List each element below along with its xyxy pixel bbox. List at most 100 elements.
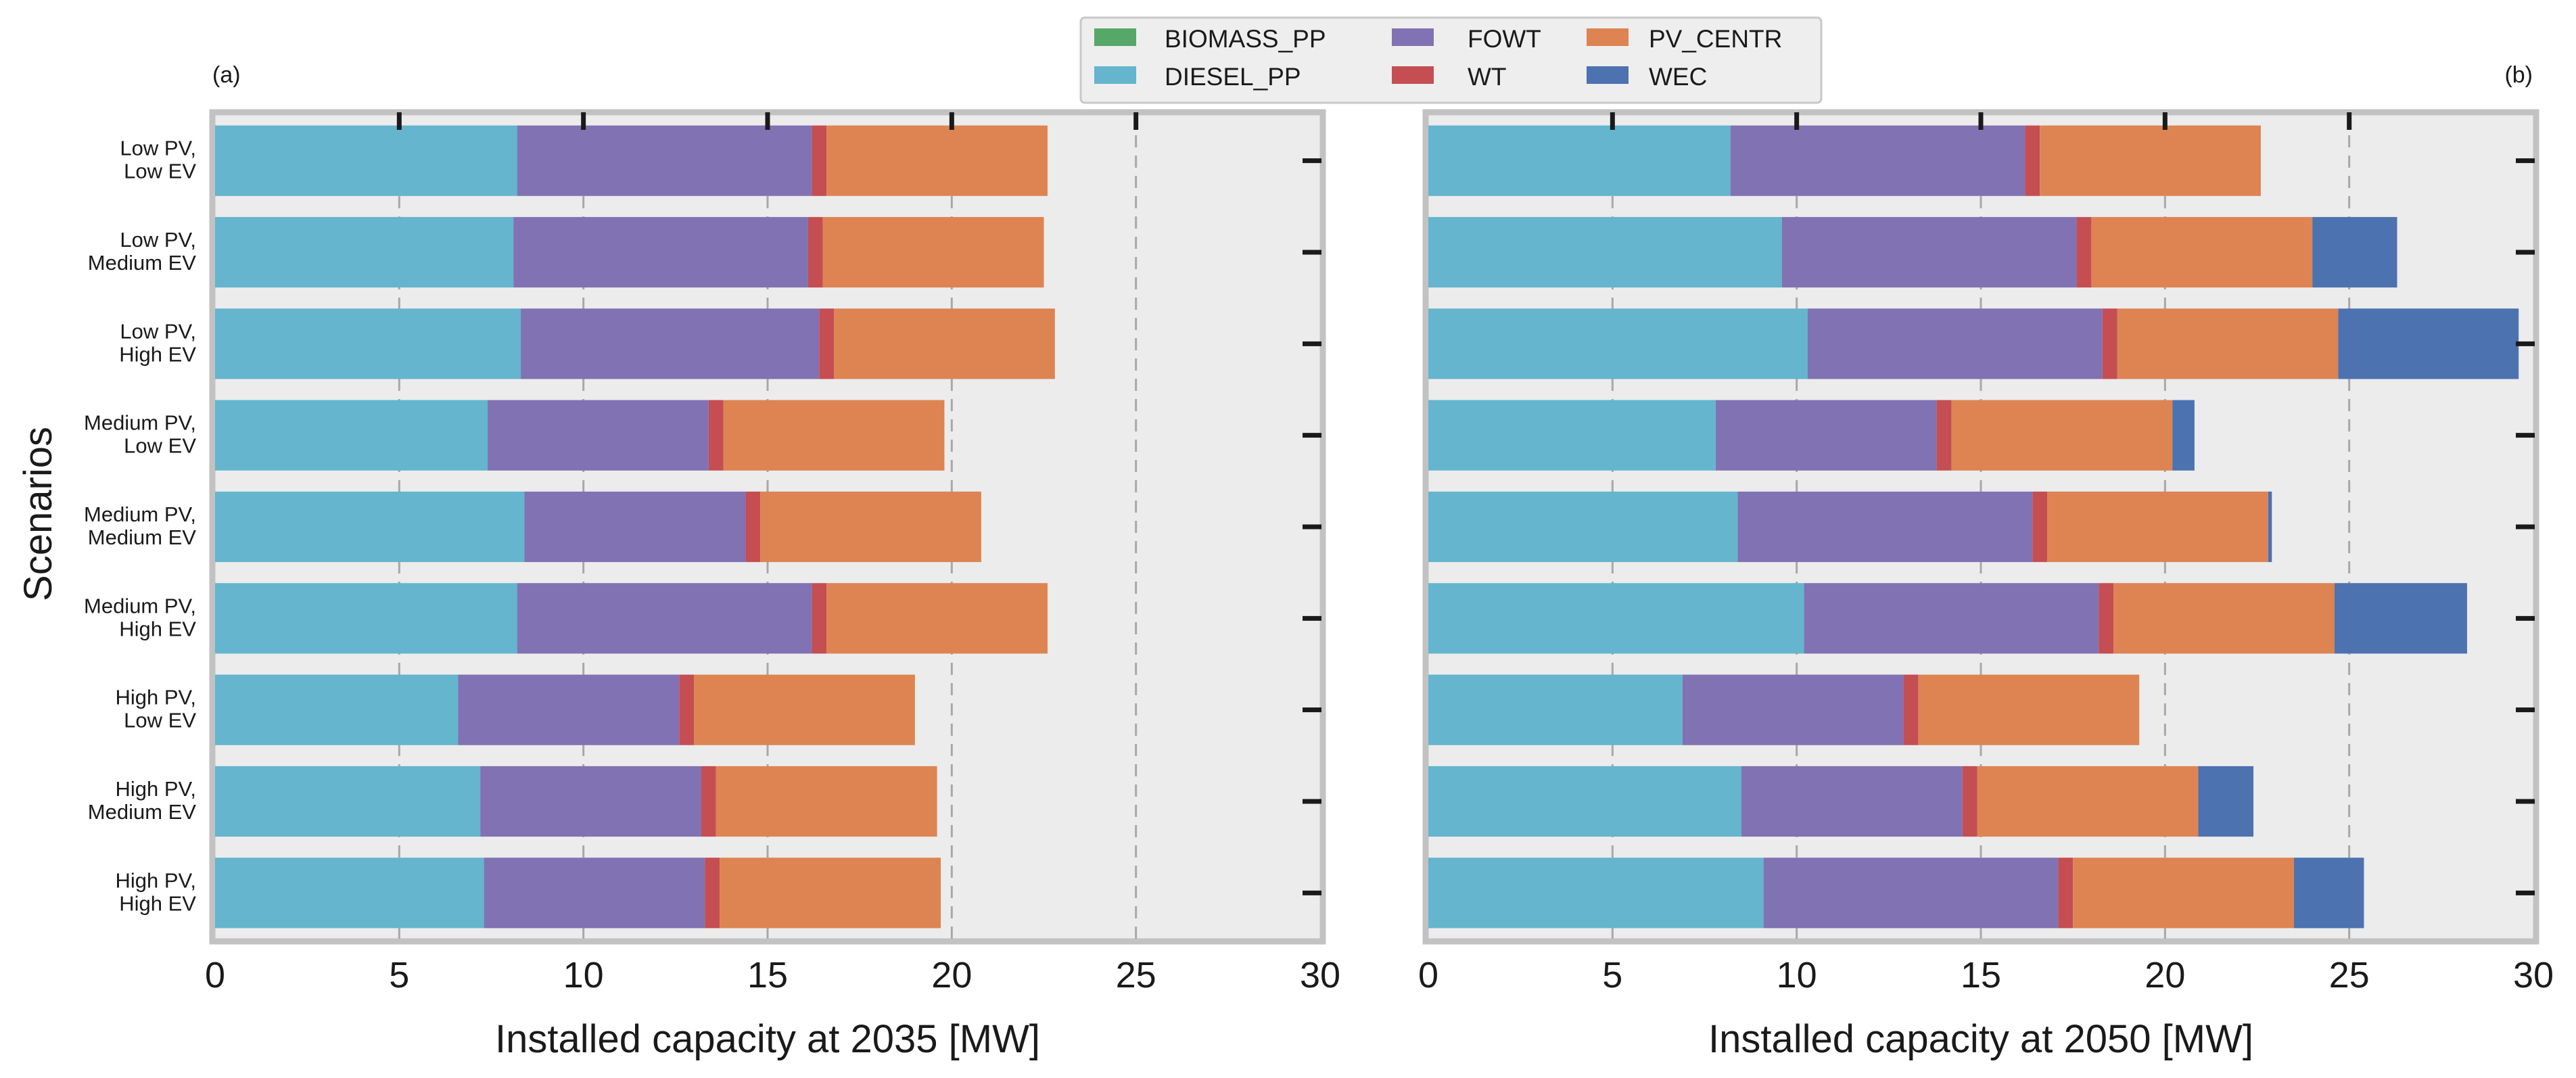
bar-a-fowt-0 — [517, 125, 812, 196]
bar-a-wt-7 — [701, 766, 716, 837]
category-label-6-line-1: Low EV — [124, 709, 196, 732]
bar-b-wec-5 — [2334, 583, 2467, 654]
x-axis-label-a: Installed capacity at 2035 [MW] — [495, 1017, 1040, 1061]
bar-a-fowt-4 — [524, 491, 746, 563]
bar-a-pv-centr-3 — [723, 400, 945, 471]
x-tick-label-a-0: 0 — [205, 955, 225, 995]
bar-b-wt-5 — [2099, 583, 2114, 654]
bar-b-fowt-3 — [1715, 400, 1937, 471]
bar-b-diesel-pp-3 — [1428, 400, 1716, 471]
bar-b-wec-3 — [2172, 400, 2195, 471]
bar-b-pv-centr-3 — [1951, 400, 2173, 471]
bar-b-fowt-4 — [1737, 491, 2033, 563]
bar-b-wec-4 — [2268, 491, 2272, 563]
category-label-5-line-1: High EV — [119, 617, 196, 640]
bar-a-diesel-pp-7 — [215, 766, 481, 837]
x-tick-label-a-25: 25 — [1116, 955, 1156, 995]
category-label-3-line-1: Low EV — [124, 434, 196, 458]
bar-a-fowt-1 — [513, 216, 808, 288]
x-tick-label-a-30: 30 — [1300, 955, 1340, 995]
x-axis-label-b: Installed capacity at 2050 [MW] — [1708, 1017, 2253, 1061]
panel-label-b: (b) — [2504, 62, 2533, 88]
bar-b-wt-2 — [2102, 308, 2117, 379]
ticks-a — [396, 112, 1321, 895]
category-label-1-line-1: Medium EV — [88, 251, 197, 275]
bar-b-diesel-pp-0 — [1428, 125, 1731, 196]
x-tick-label-b-5: 5 — [1602, 955, 1622, 995]
bars-b — [1428, 125, 2519, 929]
x-tick-label-b-20: 20 — [2145, 955, 2185, 995]
bar-b-wt-3 — [1936, 400, 1952, 471]
legend-swatch-wt — [1392, 66, 1434, 84]
y-axis-label: Scenarios — [16, 427, 60, 601]
bar-a-wt-5 — [812, 583, 827, 654]
bar-a-fowt-5 — [517, 583, 812, 654]
bar-b-fowt-8 — [1763, 858, 2059, 929]
bar-b-fowt-7 — [1741, 766, 1963, 837]
x-tick-label-a-5: 5 — [389, 955, 409, 995]
bar-b-wt-6 — [1903, 674, 1919, 745]
bar-b-pv-centr-7 — [1977, 766, 2199, 837]
x-tick-label-b-30: 30 — [2513, 955, 2554, 995]
bar-a-wt-1 — [807, 216, 823, 288]
bar-b-pv-centr-5 — [2113, 583, 2335, 654]
bar-b-pv-centr-8 — [2073, 858, 2294, 929]
legend: BIOMASS_PP DIESEL_PP FOWT WT PV_CENTR WE… — [1079, 16, 1823, 104]
bar-b-pv-centr-1 — [2091, 216, 2313, 288]
bar-a-wt-8 — [705, 858, 720, 929]
bar-b-diesel-pp-4 — [1428, 491, 1738, 563]
bar-b-diesel-pp-6 — [1428, 674, 1683, 745]
bar-a-fowt-2 — [521, 308, 820, 379]
bar-b-pv-centr-2 — [2117, 308, 2339, 379]
bar-a-fowt-3 — [488, 400, 709, 471]
bar-b-diesel-pp-7 — [1428, 766, 1741, 837]
category-label-3-line-0: Medium PV, — [84, 411, 196, 435]
category-label-6-line-0: High PV, — [116, 686, 197, 709]
legend-label-biomass-pp: BIOMASS_PP — [1165, 25, 1326, 53]
x-tick-label-b-10: 10 — [1777, 955, 1817, 995]
bar-b-fowt-0 — [1730, 125, 2025, 196]
bar-b-wec-2 — [2338, 308, 2519, 379]
category-label-2-line-1: High EV — [119, 342, 196, 366]
bar-b-fowt-6 — [1682, 674, 1904, 745]
legend-label-fowt: FOWT — [1468, 25, 1541, 53]
category-label-5-line-0: Medium PV, — [84, 594, 196, 617]
legend-label-diesel-pp: DIESEL_PP — [1165, 63, 1301, 91]
bars-a — [215, 125, 1055, 929]
bar-b-wt-4 — [2032, 491, 2048, 563]
bar-a-pv-centr-4 — [760, 491, 981, 563]
legend-label-wt: WT — [1468, 63, 1507, 91]
bar-a-pv-centr-5 — [826, 583, 1048, 654]
bar-a-diesel-pp-1 — [215, 216, 514, 288]
bar-a-pv-centr-2 — [834, 308, 1055, 379]
bar-a-wt-0 — [812, 125, 827, 196]
category-label-1-line-0: Low PV, — [120, 228, 196, 252]
category-label-8-line-0: High PV, — [116, 868, 197, 892]
bar-a-wt-4 — [745, 491, 761, 563]
x-tick-label-b-25: 25 — [2329, 955, 2370, 995]
x-tick-label-b-15: 15 — [1961, 955, 2001, 995]
bar-b-fowt-5 — [1804, 583, 2099, 654]
bar-b-diesel-pp-8 — [1428, 858, 1764, 929]
category-label-0-line-1: Low EV — [124, 160, 196, 183]
bar-b-fowt-1 — [1781, 216, 2077, 288]
x-tick-label-a-20: 20 — [931, 955, 972, 995]
bar-a-diesel-pp-5 — [215, 583, 517, 654]
legend-label-pv-centr: PV_CENTR — [1649, 25, 1782, 53]
x-tick-label-a-10: 10 — [563, 955, 604, 995]
bar-b-pv-centr-0 — [2040, 125, 2261, 196]
bar-a-diesel-pp-0 — [215, 125, 517, 196]
bar-b-diesel-pp-5 — [1428, 583, 1804, 654]
x-tick-label-a-15: 15 — [747, 955, 788, 995]
ticks-b — [1610, 112, 2535, 895]
bar-a-pv-centr-1 — [822, 216, 1044, 288]
bar-a-fowt-8 — [484, 858, 705, 929]
bar-b-diesel-pp-2 — [1428, 308, 1808, 379]
bar-b-wt-0 — [2025, 125, 2040, 196]
category-label-4-line-0: Medium PV, — [84, 502, 196, 526]
bar-b-fowt-2 — [1808, 308, 2103, 379]
bar-a-pv-centr-8 — [720, 858, 941, 929]
